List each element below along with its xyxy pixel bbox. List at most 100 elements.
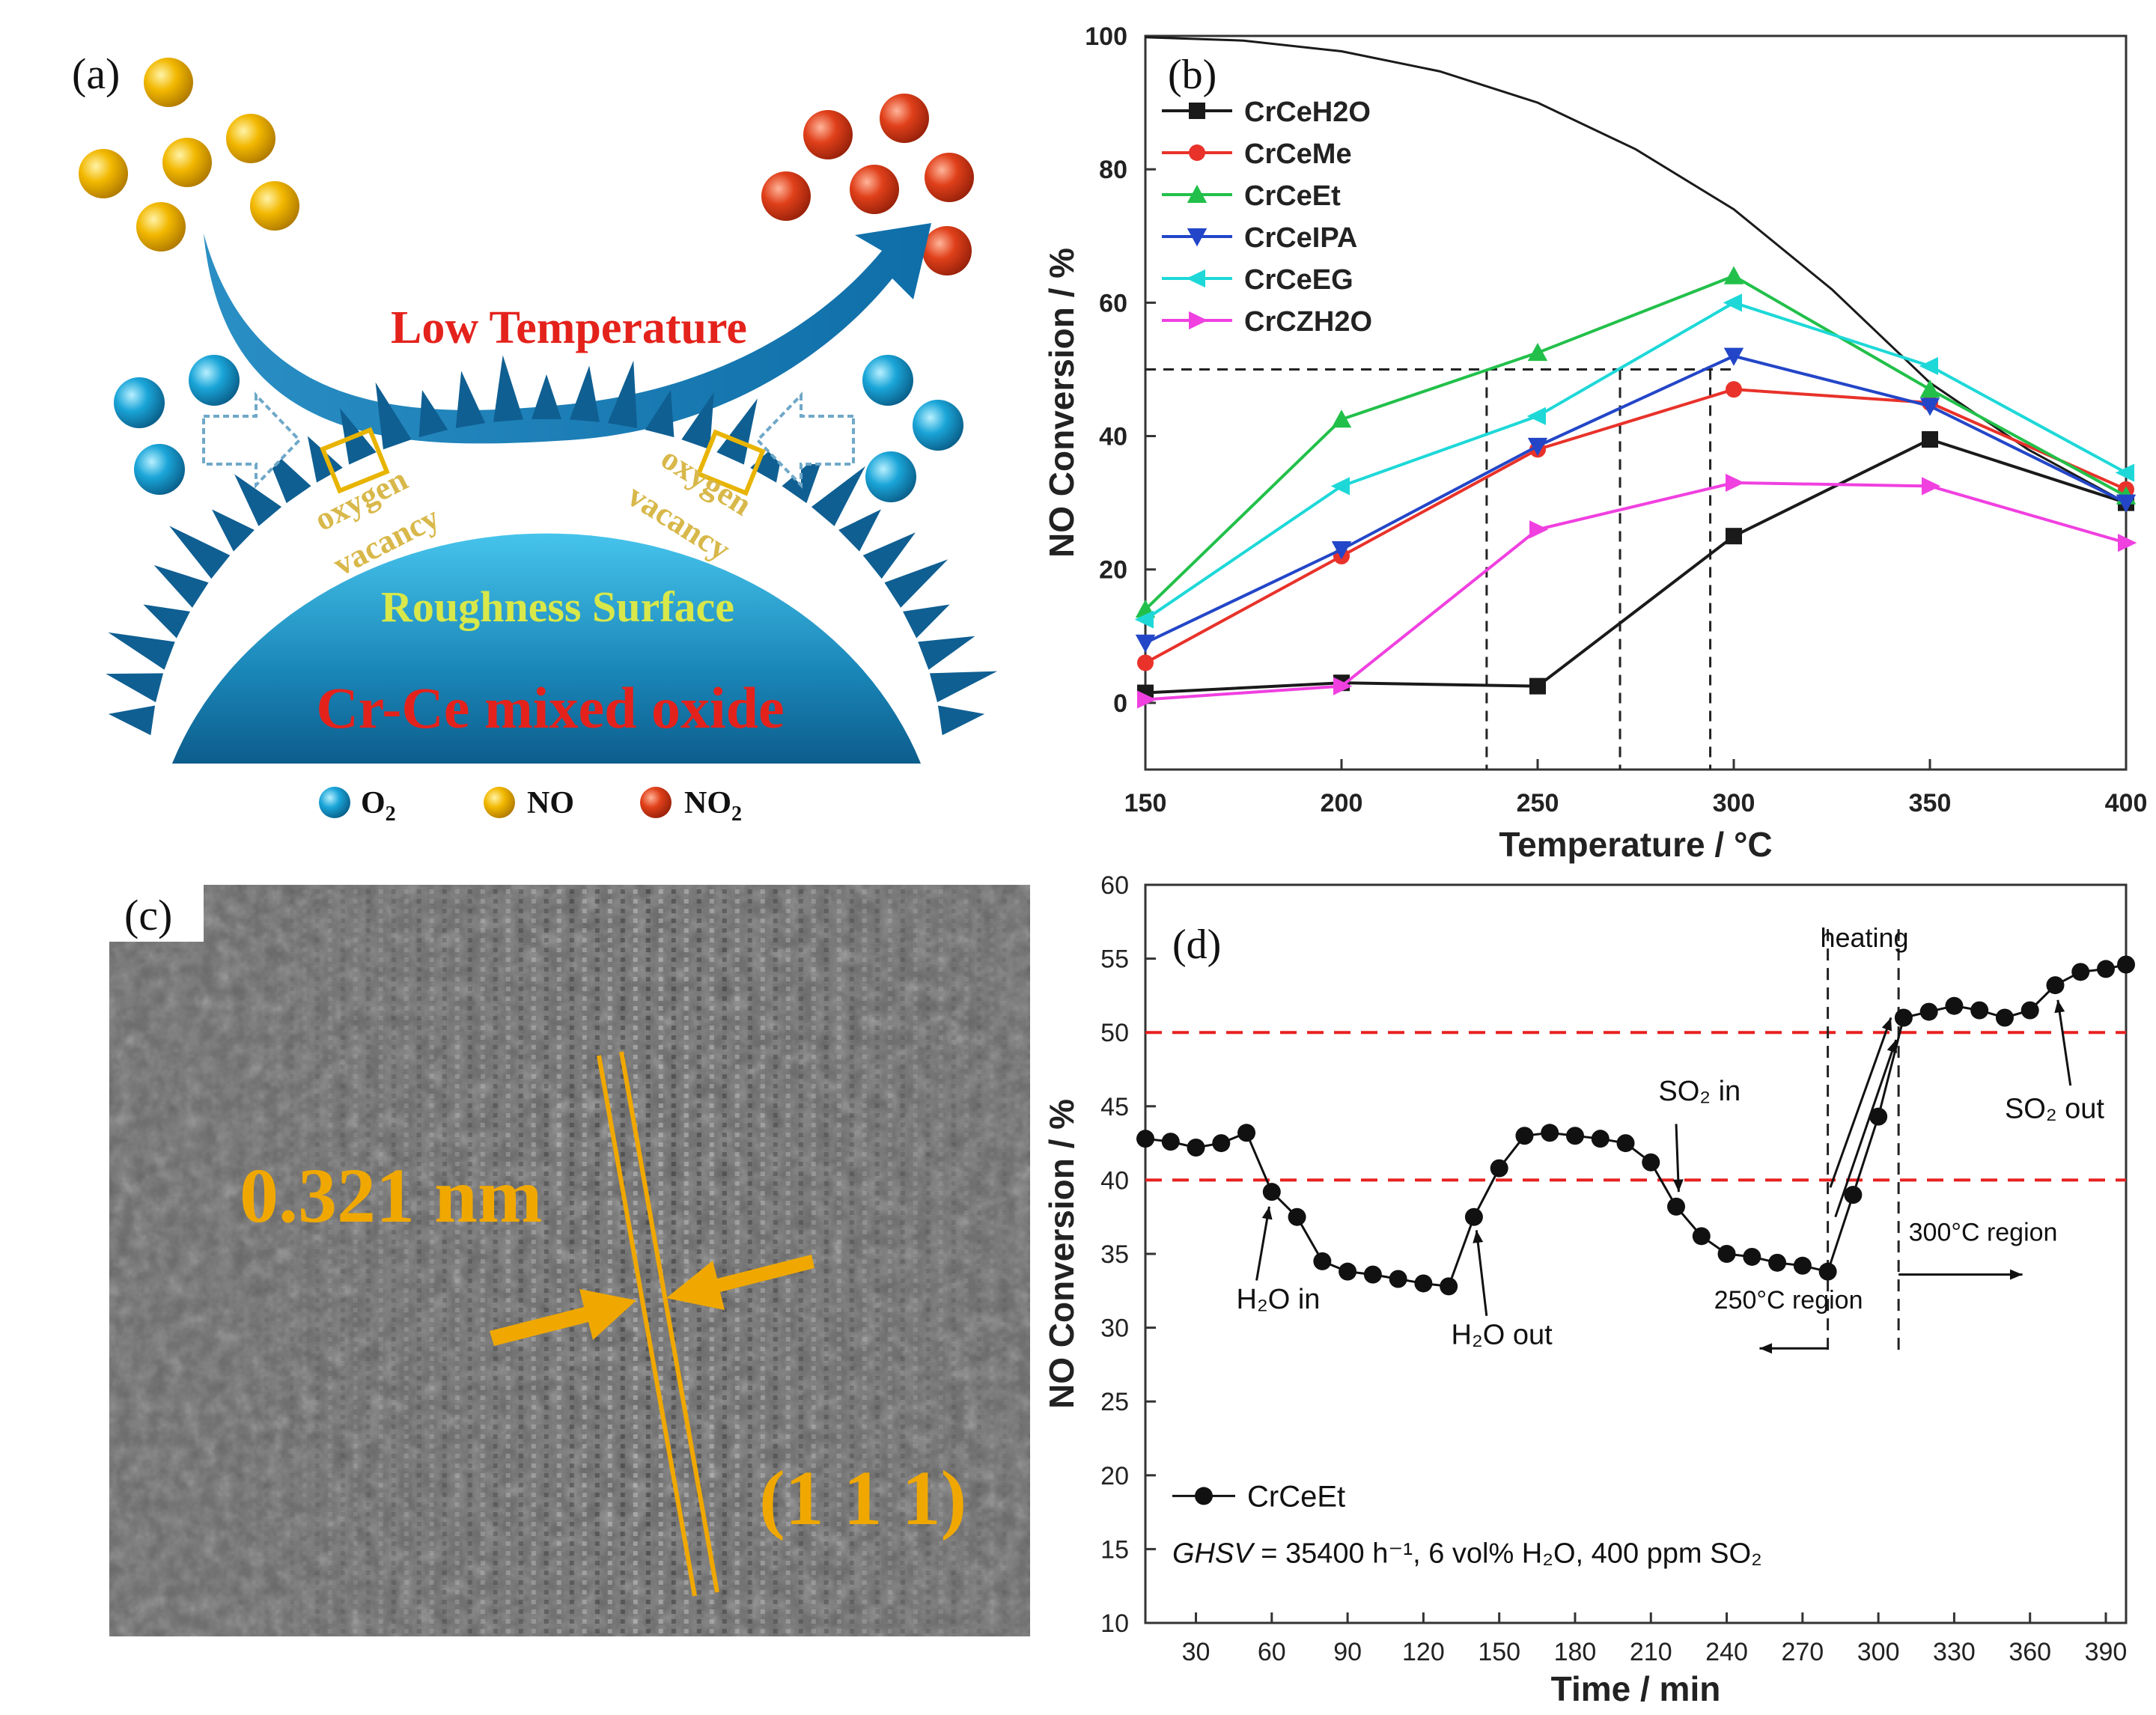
surface-spike [212,509,255,552]
legend-marker-icon [1189,103,1205,119]
series-line [1145,481,2127,701]
data-point [1414,1274,1433,1293]
data-point [1363,1265,1382,1284]
inflow-arrow-icon [755,392,855,489]
data-point [1527,342,1548,362]
surface-spike [375,382,412,450]
data-point [1331,409,1352,428]
x-tick-label: 250 [1517,789,1559,817]
data-point [1869,1107,1888,1126]
no-sphere [162,138,212,187]
no2-sphere [925,153,974,202]
data-point [1970,1001,1989,1020]
hemisphere [172,533,921,764]
region-arrow-head-icon [1759,1343,1773,1354]
tem-vignette [109,885,1030,1636]
legend-no2-label: NO2 [684,786,742,826]
data-point [1137,690,1157,709]
surface-spike [455,371,486,428]
data-point [2046,976,2065,995]
surface-spike [937,705,985,736]
o2-sphere [913,400,963,451]
data-point [1137,654,1154,671]
data-point [1541,1124,1559,1142]
x-tick-label: 150 [1124,789,1167,817]
x-tick-label: 330 [1933,1638,1976,1666]
surface-spike [716,398,758,465]
panel-d-chart: 30 60 90 120 150 180 210 240 270 300 330 360 390 10 15… [1042,871,2135,1708]
plot-frame [1144,34,2128,771]
y-axis-label: NO Conversion / % [1042,248,1081,558]
x-tick-label: 30 [1182,1638,1211,1666]
data-point [1389,1270,1407,1288]
vacancy-square-icon [320,427,390,494]
legend-marker-icon [1187,184,1208,203]
surface-spike [570,365,600,422]
data-point [1313,1252,1332,1270]
y-tick-label: 60 [1099,289,1127,317]
o2-sphere [862,355,913,406]
no2-sphere [880,94,929,143]
x-tick-label: 60 [1258,1638,1286,1666]
y-tick-label: 60 [1100,871,1129,900]
data-point [2116,494,2137,513]
legend-no2-icon [640,787,672,818]
data-point [1726,473,1745,493]
data-point [1464,1207,1483,1226]
y-tick-label: 0 [1113,689,1127,718]
y-axis-label: NO Conversion / % [1042,1099,1081,1409]
data-point [1591,1130,1610,1148]
series-CrCeEG [1134,293,2134,629]
y-tick-label: 100 [1085,22,1127,51]
y-tick-label: 55 [1100,945,1129,974]
data-point [1919,1002,1938,1021]
data-point [1726,381,1742,398]
data-point [1922,431,1938,448]
data-point [2096,960,2115,978]
data-point [1134,610,1154,629]
panel-b-chart: 150 200 250 300 350 400 0 20 40 60 80 100 Temperatur… [1042,22,2147,864]
data-point [1212,1134,1231,1153]
data-point [1161,1133,1180,1151]
no-sphere [79,149,128,198]
vacancy-square-icon [695,429,766,496]
legend-marker-icon [1189,144,1205,161]
surface-spike [532,374,561,419]
x-tick-label: 300 [1713,789,1755,817]
annotation-arrow-head-icon [2054,999,2065,1014]
data-point [1768,1253,1787,1272]
molecule-legend: O2 NO NO2 [319,786,742,826]
data-point [1331,541,1352,560]
surface-spike [169,526,231,579]
oxygen-vacancy-left: oxygen vacancy [308,427,445,583]
x-tick-label: 300 [1857,1638,1900,1666]
x-tick-label: 240 [1705,1638,1748,1666]
annotation-300-region: 300°C region [1909,1218,2058,1246]
y-tick-label: 30 [1100,1315,1129,1343]
data-point [1894,1008,1913,1027]
panel-c-label-box [109,877,204,942]
y-tick-label: 10 [1100,1609,1129,1638]
surface-spike [493,355,523,422]
o2-sphere [134,444,185,495]
panel-b-label: (b) [1168,52,1216,98]
series-line [1145,354,2127,645]
surface-spike [234,474,282,526]
panel-a: (a) Low Temperature Roughness Surface [72,49,998,826]
legend-label: CrCeH2O [1244,97,1371,128]
no-sphere [144,58,193,107]
surface-spike [108,705,156,736]
y-tick-label: 40 [1099,423,1127,451]
o2-sphere [114,377,165,428]
annotation-arrow [1475,1230,1488,1316]
series-line [1144,274,2127,611]
surface-spike [862,532,916,579]
surface-spike [645,389,674,438]
x-tick-label: 150 [1478,1638,1520,1666]
data-point [1743,1247,1761,1266]
legend-marker-icon [1186,269,1205,288]
legend-label: CrCZH2O [1244,306,1372,338]
no2-sphere [803,110,853,159]
x-axis-label: Temperature / °C [1499,825,1772,864]
annotation-arrow-head-icon [1473,1230,1484,1243]
